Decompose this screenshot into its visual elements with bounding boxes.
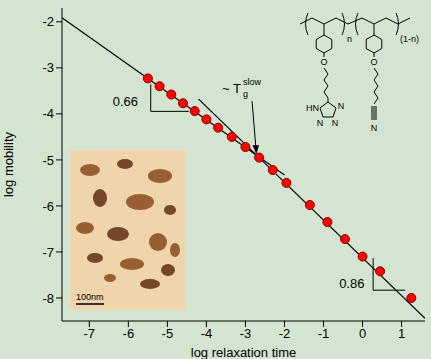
svg-text:N: N (371, 123, 378, 133)
svg-text:-6: -6 (123, 326, 135, 341)
svg-text:N: N (332, 118, 339, 128)
svg-text:N: N (338, 101, 345, 111)
svg-text:-1: -1 (318, 326, 330, 341)
svg-text:HN: HN (306, 103, 319, 113)
svg-text:-4: -4 (42, 106, 54, 121)
svg-text:N: N (317, 118, 324, 128)
svg-text:-5: -5 (42, 153, 54, 168)
svg-text:n: n (347, 34, 352, 44)
svg-text:-7: -7 (84, 326, 96, 341)
svg-text:-3: -3 (240, 326, 252, 341)
svg-text:0.86: 0.86 (339, 276, 364, 291)
svg-text:-8: -8 (42, 291, 54, 306)
svg-text:100nm: 100nm (76, 292, 104, 302)
svg-text:-3: -3 (42, 60, 54, 75)
svg-text:0: 0 (359, 326, 366, 341)
svg-text:0.66: 0.66 (113, 94, 138, 109)
svg-text:log relaxation time: log relaxation time (191, 345, 297, 359)
svg-text:slow: slow (243, 77, 262, 87)
svg-text:log mobility: log mobility (1, 131, 16, 197)
svg-text:-5: -5 (162, 326, 174, 341)
svg-text:-2: -2 (279, 326, 291, 341)
svg-text:g: g (243, 89, 248, 99)
svg-text:-7: -7 (42, 245, 54, 260)
svg-text:O: O (320, 57, 327, 67)
svg-text:O: O (370, 57, 377, 67)
svg-text:1: 1 (398, 326, 405, 341)
svg-text:(1-n): (1-n) (400, 34, 419, 44)
svg-text:-6: -6 (42, 199, 54, 214)
svg-text:-4: -4 (201, 326, 213, 341)
svg-text:-2: -2 (42, 14, 54, 29)
svg-text:~ T: ~ T (222, 81, 241, 96)
